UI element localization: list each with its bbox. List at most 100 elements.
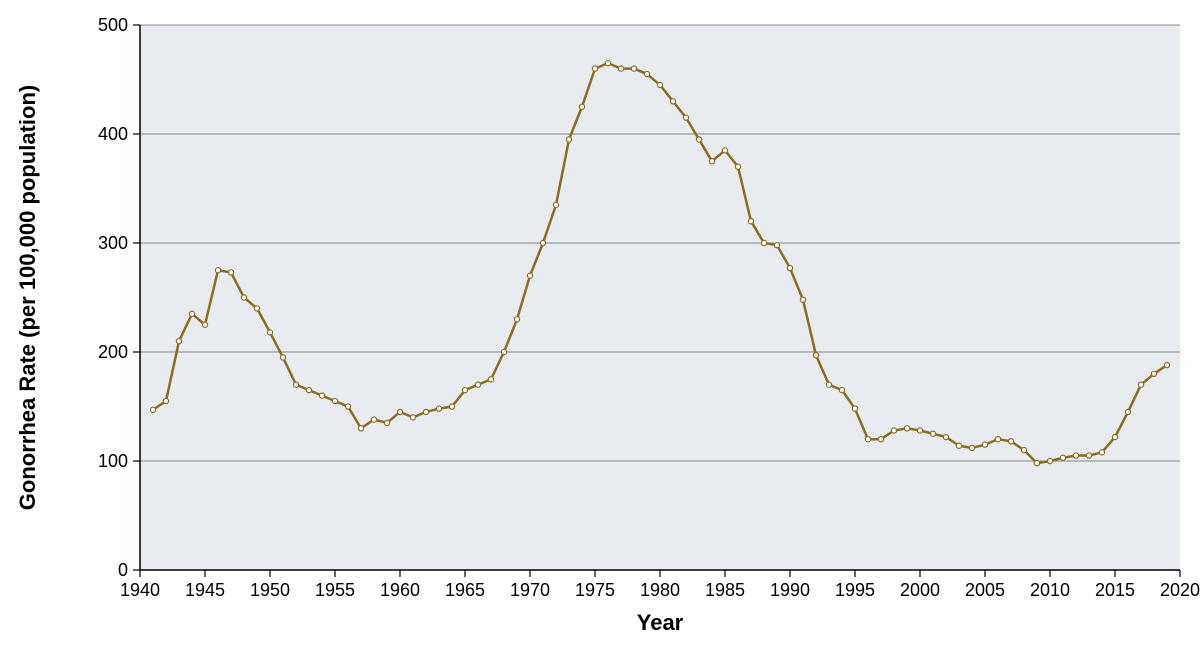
data-marker [904, 426, 909, 431]
data-marker [774, 243, 779, 248]
data-marker [1138, 382, 1143, 387]
data-marker [1164, 362, 1169, 367]
data-marker [1086, 453, 1091, 458]
data-marker [1047, 458, 1052, 463]
data-marker [969, 445, 974, 450]
data-marker [189, 311, 194, 316]
data-marker [657, 82, 662, 87]
data-marker [943, 434, 948, 439]
data-marker [930, 431, 935, 436]
data-marker [631, 66, 636, 71]
y-tick-label: 100 [98, 451, 128, 471]
y-tick-label: 500 [98, 15, 128, 35]
x-tick-label: 1960 [380, 580, 420, 600]
data-marker [800, 297, 805, 302]
plot-background [140, 25, 1180, 570]
y-tick-label: 300 [98, 233, 128, 253]
x-tick-label: 2015 [1095, 580, 1135, 600]
data-marker [254, 306, 259, 311]
data-marker [423, 409, 428, 414]
x-tick-label: 1965 [445, 580, 485, 600]
y-tick-label: 0 [118, 560, 128, 580]
data-marker [410, 415, 415, 420]
data-marker [1034, 461, 1039, 466]
data-marker [397, 409, 402, 414]
data-marker [163, 398, 168, 403]
x-tick-label: 2000 [900, 580, 940, 600]
chart-container: 0 100 200 300 400 500 1940 1945 1950 1955 1960 1965… [0, 0, 1200, 671]
x-tick-label: 1950 [250, 580, 290, 600]
data-marker [709, 159, 714, 164]
data-marker [228, 270, 233, 275]
data-marker [176, 339, 181, 344]
data-marker [839, 388, 844, 393]
data-marker [1125, 409, 1130, 414]
x-tick-label: 1985 [705, 580, 745, 600]
data-marker [540, 240, 545, 245]
data-marker [891, 428, 896, 433]
data-marker [1021, 448, 1026, 453]
data-marker [982, 442, 987, 447]
data-marker [826, 382, 831, 387]
x-tick-label: 1945 [185, 580, 225, 600]
data-marker [527, 273, 532, 278]
x-tick-label: 1970 [510, 580, 550, 600]
data-marker [618, 66, 623, 71]
data-marker [280, 355, 285, 360]
y-tick-label: 400 [98, 124, 128, 144]
data-marker [696, 137, 701, 142]
data-marker [449, 404, 454, 409]
x-tick-label: 1995 [835, 580, 875, 600]
data-marker [852, 406, 857, 411]
data-marker [436, 406, 441, 411]
x-tick-label: 2010 [1030, 580, 1070, 600]
data-marker [1099, 450, 1104, 455]
data-marker [241, 295, 246, 300]
data-marker [514, 317, 519, 322]
x-tick-label: 1955 [315, 580, 355, 600]
data-marker [956, 443, 961, 448]
x-tick-label: 1980 [640, 580, 680, 600]
data-marker [761, 240, 766, 245]
data-marker [553, 202, 558, 207]
data-marker [202, 322, 207, 327]
data-marker [1073, 453, 1078, 458]
data-marker [592, 66, 597, 71]
data-marker [293, 382, 298, 387]
data-marker [787, 265, 792, 270]
data-marker [371, 417, 376, 422]
data-marker [332, 398, 337, 403]
data-marker [306, 388, 311, 393]
data-marker [475, 382, 480, 387]
x-axis-label: Year [637, 610, 684, 635]
data-marker [644, 71, 649, 76]
data-marker [1112, 434, 1117, 439]
y-axis-label: Gonorrhea Rate (per 100,000 population) [15, 85, 40, 510]
data-marker [748, 219, 753, 224]
data-marker [865, 437, 870, 442]
data-marker [566, 137, 571, 142]
data-marker [345, 404, 350, 409]
data-marker [995, 437, 1000, 442]
x-tick-label: 2005 [965, 580, 1005, 600]
data-marker [215, 268, 220, 273]
line-chart: 0 100 200 300 400 500 1940 1945 1950 1955 1960 1965… [0, 0, 1200, 671]
data-marker [917, 428, 922, 433]
data-marker [267, 330, 272, 335]
data-marker [735, 164, 740, 169]
x-tick-label: 1940 [120, 580, 160, 600]
data-marker [579, 104, 584, 109]
data-marker [683, 115, 688, 120]
data-marker [488, 377, 493, 382]
data-marker [462, 388, 467, 393]
x-tick-label: 1975 [575, 580, 615, 600]
y-tick-label: 200 [98, 342, 128, 362]
x-tick-label: 2020 [1160, 580, 1200, 600]
data-marker [878, 437, 883, 442]
data-marker [501, 349, 506, 354]
data-marker [150, 407, 155, 412]
data-marker [813, 353, 818, 358]
data-marker [319, 393, 324, 398]
data-marker [605, 61, 610, 66]
data-marker [670, 99, 675, 104]
